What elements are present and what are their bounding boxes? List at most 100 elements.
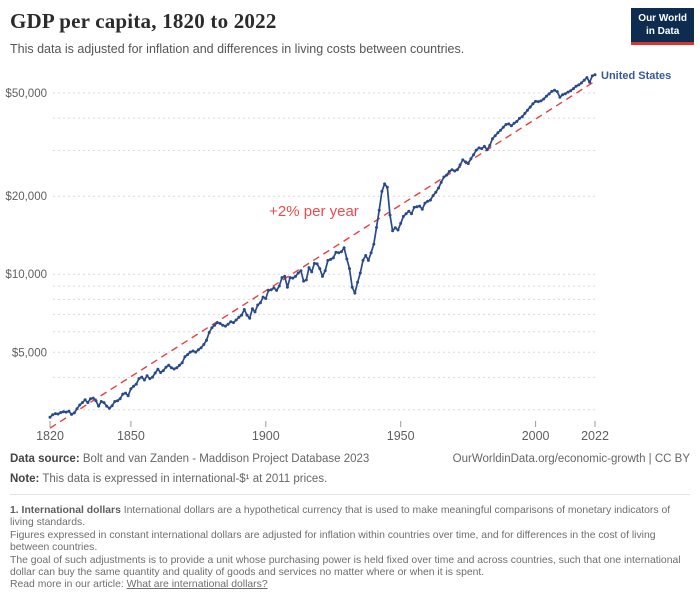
data-point: [491, 137, 494, 141]
footnote-article-link[interactable]: What are international dollars?: [126, 579, 268, 591]
attribution-link[interactable]: OurWorldinData.org/economic-growth | CC …: [452, 453, 690, 465]
data-point: [248, 316, 252, 320]
note-label: Note:: [10, 473, 40, 485]
data-point: [415, 205, 419, 209]
data-point: [496, 131, 500, 135]
data-point: [331, 256, 335, 260]
data-point: [348, 267, 351, 271]
data-point: [234, 318, 238, 322]
data-point: [291, 276, 295, 280]
data-point: [334, 250, 338, 254]
data-point: [229, 320, 233, 324]
data-point: [178, 363, 181, 367]
data-point: [464, 160, 467, 164]
data-point: [86, 401, 90, 405]
data-point: [542, 97, 546, 101]
data-point: [526, 108, 529, 112]
data-point: [148, 377, 152, 381]
footer-source-row: Data source: Bolt and van Zanden - Maddi…: [10, 453, 690, 465]
data-point: [277, 284, 281, 288]
data-point: [358, 271, 362, 275]
data-point: [326, 258, 330, 262]
data-point: [580, 81, 583, 85]
data-point: [507, 122, 511, 126]
y-axis-label: $5,000: [12, 347, 47, 359]
data-point: [339, 250, 343, 254]
data-point: [151, 375, 154, 379]
data-point: [407, 209, 411, 213]
data-point: [558, 95, 562, 99]
data-point: [447, 170, 451, 173]
data-point: [499, 128, 503, 132]
data-point: [258, 301, 262, 305]
data-point: [482, 144, 486, 148]
data-point: [153, 371, 157, 375]
data-point: [226, 322, 230, 326]
data-point: [242, 308, 246, 311]
data-point: [582, 78, 586, 82]
data-point: [590, 74, 594, 78]
footnote-readmore: Read more in our article: What are inter…: [10, 579, 690, 591]
entity-label: United States: [601, 70, 671, 82]
data-point: [113, 400, 117, 403]
footnote-readmore-label: Read more in our article:: [10, 579, 124, 591]
data-point: [280, 276, 284, 280]
data-point: [393, 226, 397, 230]
data-point: [512, 121, 516, 125]
data-point: [321, 274, 324, 278]
data-point: [56, 412, 60, 416]
data-point: [518, 116, 521, 120]
footnote-p2: Figures expressed in constant internatio…: [10, 529, 656, 554]
data-point: [142, 378, 146, 382]
data-point: [167, 363, 171, 367]
data-point: [221, 323, 225, 327]
data-point: [550, 89, 554, 93]
data-point: [534, 99, 538, 103]
chart-subtitle: This data is adjusted for inflation and …: [10, 42, 465, 56]
data-point: [555, 90, 559, 94]
data-point: [188, 350, 192, 354]
data-point: [134, 382, 138, 386]
data-point: [215, 321, 219, 325]
y-axis-label: $20,000: [5, 191, 47, 203]
data-point: [202, 343, 206, 346]
data-point: [353, 291, 357, 295]
data-point: [364, 254, 368, 257]
footer-note-row: Note: This data is expressed in internat…: [10, 473, 690, 485]
data-point: [361, 258, 365, 262]
data-point: [469, 157, 473, 161]
data-point: [396, 228, 400, 232]
data-point: [345, 257, 349, 261]
data-point: [577, 83, 581, 87]
data-point: [59, 411, 63, 414]
page-title: GDP per capita, 1820 to 2022: [10, 9, 277, 33]
data-point: [307, 266, 311, 270]
data-point: [531, 102, 535, 106]
data-point: [458, 163, 462, 167]
data-point: [566, 90, 570, 94]
owid-logo[interactable]: Our World in Data: [631, 8, 694, 45]
data-point: [196, 348, 200, 352]
data-point: [385, 185, 389, 189]
data-point: [318, 267, 322, 271]
data-point: [250, 307, 254, 311]
owid-logo-line2: in Data: [645, 25, 680, 37]
data-point: [501, 125, 505, 129]
data-point: [91, 396, 95, 400]
data-point: [399, 221, 403, 225]
data-point: [342, 246, 346, 250]
data-point: [275, 288, 279, 292]
data-point: [477, 146, 481, 150]
data-point: [253, 310, 257, 314]
note-value: This data is expressed in international-…: [42, 473, 328, 485]
data-point: [110, 404, 114, 408]
data-point: [269, 288, 273, 292]
footnote-p1: International dollars are a hypothetical…: [10, 505, 671, 529]
data-point: [137, 377, 141, 381]
owid-logo-line1: Our World: [638, 13, 687, 24]
data-point: [536, 100, 540, 104]
data-point: [480, 147, 484, 151]
footnote-block: 1. International dollars International d…: [10, 505, 690, 592]
data-point: [232, 321, 235, 325]
